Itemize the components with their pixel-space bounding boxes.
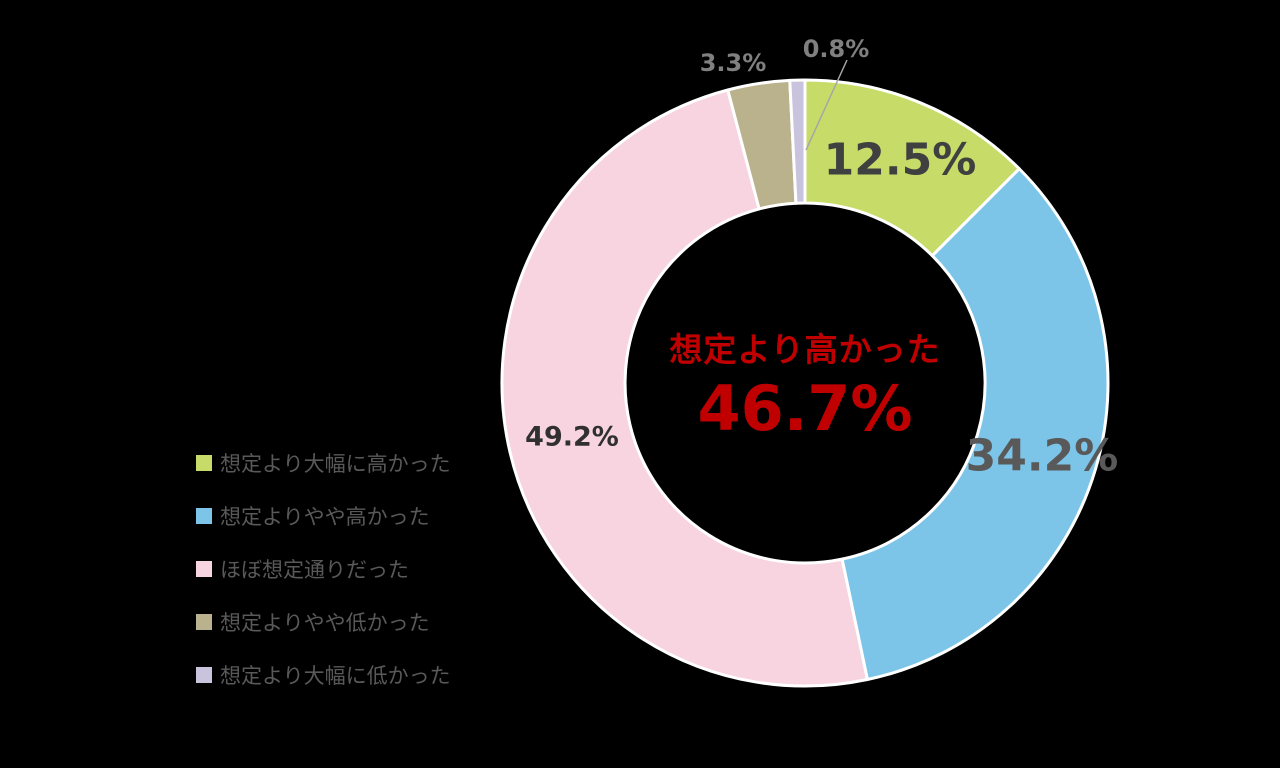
slice-value-label-2: 49.2% [525, 421, 619, 453]
slice-value-label-0: 12.5% [823, 134, 977, 186]
legend-swatch-0 [196, 454, 212, 471]
legend-label-3: 想定よりやや低かった [220, 610, 430, 635]
slice-value-label-3: 3.3% [699, 49, 767, 77]
donut-segment-2 [500, 88, 869, 688]
legend-item-4: 想定より大幅に低かった [196, 648, 451, 701]
legend-label-4: 想定より大幅に低かった [220, 663, 451, 688]
legend-item-3: 想定よりやや低かった [196, 595, 451, 648]
legend-swatch-2 [196, 560, 212, 577]
donut-center-title: 想定より高かった [669, 329, 941, 369]
legend: 想定より大幅に高かった 想定よりやや高かった ほぼ想定通りだった 想定よりやや低… [196, 436, 451, 701]
legend-swatch-3 [196, 613, 212, 630]
legend-swatch-4 [196, 666, 212, 683]
donut-segment-4 [788, 78, 807, 205]
legend-item-0: 想定より大幅に高かった [196, 436, 451, 489]
legend-swatch-1 [196, 507, 212, 524]
legend-item-2: ほぼ想定通りだった [196, 542, 451, 595]
donut-center-value: 46.7% [697, 371, 913, 445]
legend-label-1: 想定よりやや高かった [220, 504, 430, 529]
donut-segment-1 [840, 167, 1110, 682]
legend-label-2: ほぼ想定通りだった [220, 557, 409, 582]
legend-item-1: 想定よりやや高かった [196, 489, 451, 542]
slice-value-label-4: 0.8% [802, 35, 870, 63]
slice-value-label-1: 34.2% [965, 430, 1119, 482]
donut-center-label: 想定より高かった 46.7% [669, 323, 940, 443]
legend-label-0: 想定より大幅に高かった [220, 451, 451, 476]
